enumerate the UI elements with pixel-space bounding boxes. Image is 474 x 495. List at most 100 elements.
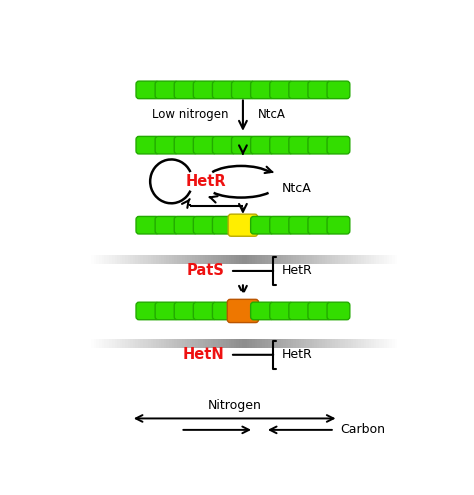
Bar bbox=[154, 255, 156, 264]
Bar bbox=[351, 255, 353, 264]
Bar bbox=[239, 255, 242, 264]
Bar bbox=[138, 255, 140, 264]
Bar bbox=[332, 255, 335, 264]
Bar bbox=[177, 339, 179, 347]
Bar bbox=[166, 339, 169, 347]
Text: Low nitrogen: Low nitrogen bbox=[152, 108, 228, 121]
Bar bbox=[348, 339, 351, 347]
Text: PatS: PatS bbox=[187, 263, 225, 279]
Bar bbox=[382, 255, 384, 264]
FancyBboxPatch shape bbox=[270, 216, 292, 234]
Bar bbox=[179, 339, 182, 347]
Bar bbox=[172, 339, 174, 347]
Bar bbox=[143, 339, 146, 347]
Bar bbox=[307, 255, 309, 264]
Text: HetN: HetN bbox=[183, 347, 225, 362]
Bar bbox=[166, 255, 169, 264]
Bar bbox=[192, 339, 195, 347]
Bar bbox=[242, 255, 244, 264]
Bar bbox=[151, 339, 154, 347]
FancyBboxPatch shape bbox=[251, 81, 273, 99]
Bar bbox=[340, 255, 343, 264]
FancyBboxPatch shape bbox=[212, 137, 235, 154]
Text: Nitrogen: Nitrogen bbox=[208, 399, 262, 412]
Bar bbox=[140, 339, 143, 347]
Bar bbox=[311, 255, 314, 264]
Bar bbox=[252, 339, 255, 347]
Bar bbox=[104, 255, 107, 264]
Bar bbox=[99, 339, 101, 347]
FancyBboxPatch shape bbox=[174, 137, 197, 154]
Bar bbox=[319, 255, 322, 264]
Bar bbox=[330, 339, 332, 347]
Bar bbox=[234, 339, 237, 347]
Bar bbox=[392, 339, 395, 347]
Bar bbox=[216, 255, 219, 264]
Bar bbox=[146, 255, 148, 264]
Bar bbox=[382, 339, 384, 347]
Bar bbox=[195, 255, 198, 264]
Bar bbox=[239, 339, 242, 347]
Bar bbox=[301, 255, 304, 264]
Bar bbox=[257, 255, 260, 264]
Bar bbox=[122, 339, 125, 347]
Bar bbox=[263, 339, 265, 347]
Bar bbox=[353, 339, 356, 347]
Bar bbox=[226, 255, 228, 264]
Bar bbox=[125, 339, 128, 347]
Bar bbox=[356, 339, 358, 347]
Bar bbox=[327, 255, 330, 264]
Bar bbox=[107, 339, 109, 347]
Bar bbox=[133, 255, 135, 264]
Bar bbox=[249, 339, 252, 347]
Bar bbox=[369, 339, 371, 347]
Bar bbox=[281, 255, 283, 264]
Bar bbox=[301, 339, 304, 347]
FancyBboxPatch shape bbox=[193, 81, 216, 99]
Bar bbox=[337, 255, 340, 264]
Bar bbox=[337, 339, 340, 347]
Bar bbox=[198, 339, 200, 347]
Bar bbox=[281, 339, 283, 347]
FancyBboxPatch shape bbox=[193, 302, 216, 320]
FancyBboxPatch shape bbox=[155, 302, 178, 320]
FancyBboxPatch shape bbox=[270, 137, 292, 154]
Bar bbox=[237, 255, 239, 264]
FancyBboxPatch shape bbox=[327, 137, 350, 154]
Bar bbox=[164, 339, 166, 347]
Bar bbox=[213, 255, 216, 264]
FancyBboxPatch shape bbox=[231, 137, 255, 154]
Bar bbox=[346, 339, 348, 347]
FancyBboxPatch shape bbox=[155, 81, 178, 99]
Bar bbox=[135, 255, 138, 264]
Bar bbox=[343, 255, 346, 264]
Bar bbox=[210, 339, 213, 347]
Bar bbox=[154, 339, 156, 347]
Bar bbox=[358, 339, 361, 347]
Bar bbox=[190, 339, 192, 347]
Bar bbox=[101, 255, 104, 264]
Bar bbox=[390, 255, 392, 264]
Bar bbox=[364, 339, 366, 347]
Bar bbox=[159, 339, 161, 347]
Bar bbox=[94, 339, 96, 347]
FancyBboxPatch shape bbox=[270, 302, 292, 320]
Bar bbox=[291, 339, 293, 347]
Bar bbox=[335, 255, 337, 264]
Bar bbox=[112, 255, 115, 264]
Bar bbox=[343, 339, 346, 347]
Bar bbox=[395, 255, 397, 264]
Bar bbox=[120, 255, 122, 264]
Bar bbox=[379, 339, 382, 347]
Text: NtcA: NtcA bbox=[282, 183, 311, 196]
Bar bbox=[366, 255, 369, 264]
Bar bbox=[309, 255, 311, 264]
Text: HetR: HetR bbox=[282, 348, 312, 361]
Bar bbox=[384, 255, 387, 264]
Bar bbox=[283, 339, 286, 347]
Bar bbox=[223, 339, 226, 347]
Bar bbox=[226, 339, 228, 347]
Bar bbox=[325, 255, 327, 264]
Bar bbox=[371, 339, 374, 347]
Bar bbox=[200, 339, 203, 347]
